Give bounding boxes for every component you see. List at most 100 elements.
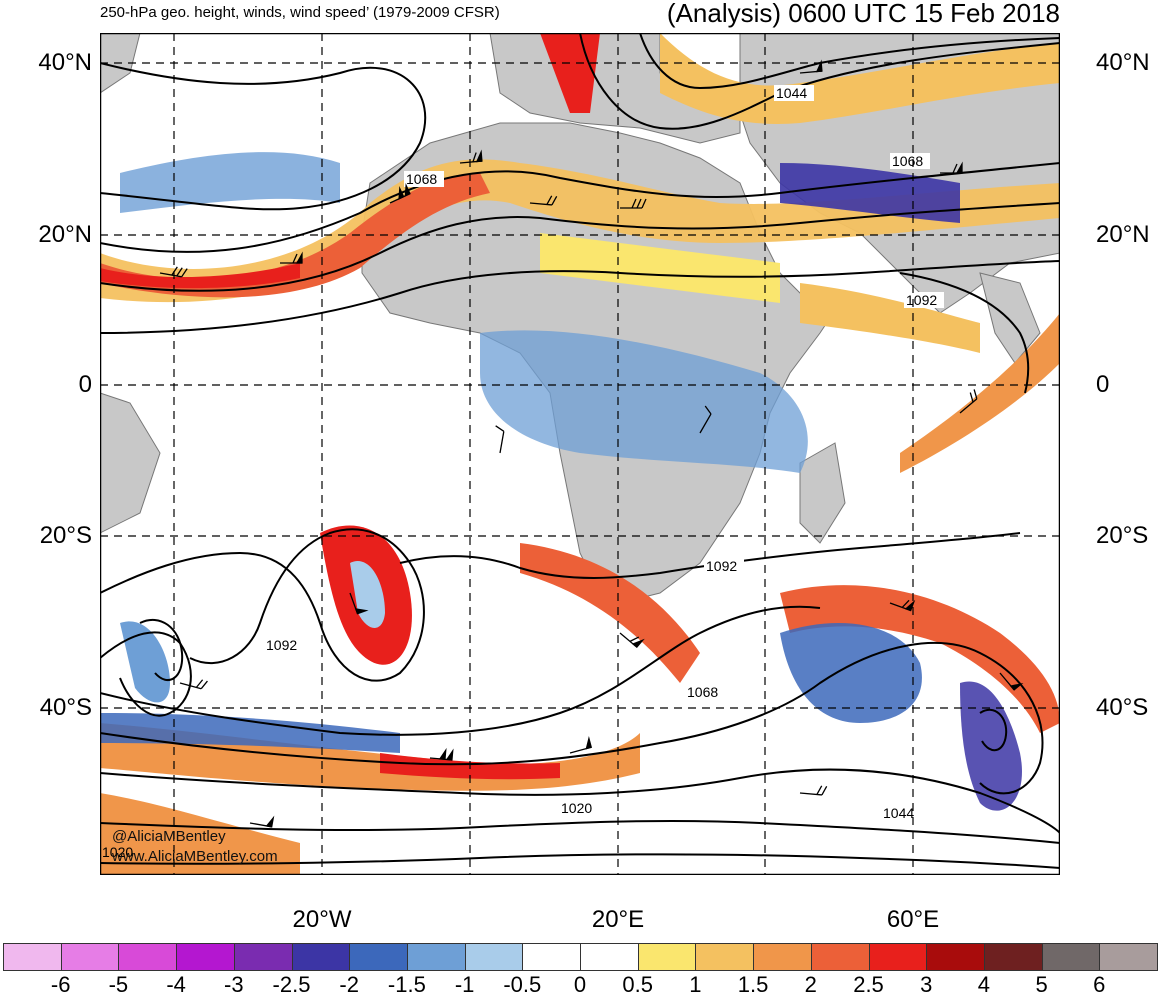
wind-barb [569, 736, 593, 754]
wind-barb [620, 198, 647, 209]
colorbar-swatch [118, 943, 178, 971]
colorbar-swatch [580, 943, 639, 971]
contour-line [100, 62, 427, 211]
colorbar-swatch [1099, 943, 1159, 971]
colorbar-tick-label: 1 [689, 972, 702, 997]
graticule [100, 33, 1060, 875]
subtropical-africa [540, 233, 780, 303]
wind-barb [799, 785, 828, 796]
title-left: 250-hPa geo. height, winds, wind speed’ … [100, 4, 500, 21]
colorbar-tick-label: -3 [224, 972, 244, 997]
colorbar [3, 943, 1159, 971]
colorbar-tick-label: -4 [166, 972, 186, 997]
blue-tropics [480, 330, 808, 473]
lat-label-20s-left: 20°S [39, 522, 92, 549]
colorbar-swatch [291, 943, 351, 971]
wind-barb [959, 389, 978, 414]
colorbar-tick-label: 3 [920, 972, 933, 997]
colorbar-swatch [464, 943, 524, 971]
colorbar-tick-label: 2.5 [853, 972, 884, 997]
contour-label: 1092 [266, 637, 297, 653]
colorbar-swatch [868, 943, 928, 971]
contour-labels: 1044 1068 1068 1092 1092 1092 1068 1020 … [102, 85, 944, 860]
map-border [100, 33, 1060, 875]
colorbar-tick-label: 6 [1093, 972, 1106, 997]
india-ocean-jet [900, 313, 1060, 473]
wind-barb [249, 815, 275, 828]
colorbar-tick-label: 4 [977, 972, 991, 997]
contour-line [100, 260, 1060, 334]
colorbar-swatch [637, 943, 697, 971]
contour-line [100, 528, 425, 682]
height-contours [100, 33, 1060, 869]
wind-barb [389, 182, 411, 204]
colorbar-swatch [233, 943, 293, 971]
contour-line [139, 618, 184, 681]
wind-barb [179, 679, 208, 690]
contour-label: 1044 [883, 805, 914, 821]
lat-label-20s-right: 20°S [1096, 522, 1149, 549]
colorbar-swatch [406, 943, 466, 971]
jet-north-core-dark [100, 263, 300, 289]
arabia-jet [800, 283, 980, 353]
contour-label: 1068 [892, 153, 923, 169]
lat-label-40n-left: 40°N [38, 49, 92, 76]
contour-line [100, 202, 1060, 292]
map-frame: 1044 1068 1068 1092 1092 1092 1068 1020 … [100, 33, 1060, 875]
contour-line [100, 853, 1060, 869]
wind-barb [699, 405, 712, 434]
contour-label: 1068 [406, 171, 437, 187]
contour-label: 1020 [561, 800, 592, 816]
contour-line [100, 819, 1060, 844]
blue-sw-cutoff [120, 621, 170, 703]
colorbar-swatch [522, 943, 582, 971]
colorbar-swatch [695, 943, 755, 971]
wind-barb [999, 672, 1024, 691]
lat-label-20n-left: 20°N [38, 221, 92, 248]
contour-line [100, 631, 192, 717]
colorbar-swatch [1041, 943, 1101, 971]
lat-label-20n-right: 20°N [1096, 221, 1150, 248]
colorbar-tick-label: -1.5 [387, 972, 426, 997]
colorbar-tick-label: -0.5 [503, 972, 542, 997]
lat-label-eq-left: 0 [78, 371, 92, 398]
jet-north-east [660, 33, 1060, 124]
contour-line [100, 768, 1060, 834]
wind-anomaly-shading [100, 33, 1060, 875]
contour-line [100, 162, 1060, 253]
colorbar-swatch [753, 943, 812, 971]
contour-line [100, 605, 821, 736]
wind-barb [619, 632, 645, 649]
contour-line [639, 33, 1060, 90]
title-right: (Analysis) 0600 UTC 15 Feb 2018 [666, 0, 1060, 28]
colorbar-swatch [983, 943, 1043, 971]
blue-indian-south [780, 623, 922, 723]
lat-label-eq-right: 0 [1096, 371, 1110, 398]
contour-label: 1068 [687, 684, 718, 700]
wind-barb [799, 59, 823, 74]
blue-south-east-cutoff [960, 681, 1022, 811]
colorbar-swatch [349, 943, 408, 971]
contour-label: 1092 [706, 558, 737, 574]
colorbar-swatch [60, 943, 120, 971]
colorbar-swatch [176, 943, 235, 971]
jet-south-africa [520, 543, 700, 683]
wind-barb [429, 747, 454, 761]
lon-label-20w: 20°W [292, 906, 352, 933]
colorbar-tick-label: 1.5 [737, 972, 769, 997]
land-india [979, 272, 1041, 364]
lat-label-40s-left: 40°S [39, 694, 92, 721]
wind-barb [495, 425, 505, 454]
colorbar-swatch [926, 943, 985, 971]
land-south-america [100, 392, 161, 534]
wind-barb [459, 149, 483, 164]
colorbar-tick-label: -5 [108, 972, 129, 997]
contour-line [579, 33, 1060, 130]
lat-label-40n-right: 40°N [1096, 49, 1150, 76]
lat-label-40s-right: 40°S [1096, 694, 1149, 721]
colorbar-swatch [3, 943, 62, 971]
colorbar-tick-label: -1 [454, 972, 475, 997]
lon-label-20e: 20°E [591, 906, 645, 933]
colorbar-tick-label: -2.5 [272, 972, 311, 997]
wind-barbs [159, 59, 1024, 828]
